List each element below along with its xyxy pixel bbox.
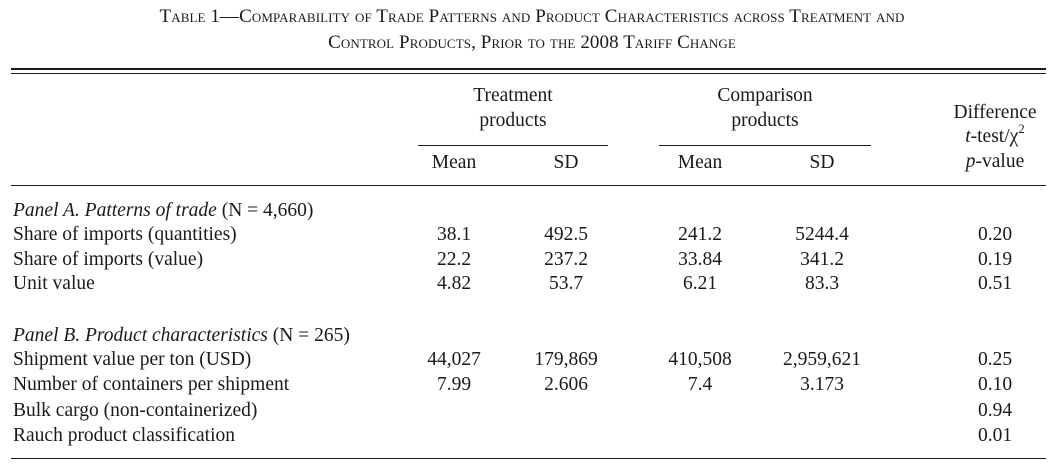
treatment-sd: 53.7 [548, 273, 584, 294]
header-treatment-sd: SD [553, 152, 579, 173]
top-rule-thin [11, 73, 1046, 74]
row-label: Bulk cargo (non-containerized) [13, 400, 258, 421]
p-value: 0.01 [977, 425, 1013, 446]
treatment-underline [418, 145, 608, 146]
p-value: 0.19 [977, 249, 1013, 270]
comparison-mean: 6.21 [682, 273, 718, 294]
comparison-sd: 341.2 [800, 249, 844, 270]
header-treatment-line-2: products [479, 110, 547, 131]
bottom-rule [11, 458, 1046, 459]
treatment-mean: 44,027 [427, 349, 481, 370]
header-comparison-line-2: products [731, 110, 799, 131]
panel-b-title-text: Panel B. Product characteristics [13, 325, 268, 346]
header-difference-line-1: Difference [953, 102, 1037, 123]
panel-a-title: Panel A. Patterns of trade (N = 4,660) [13, 198, 313, 223]
p-value: 0.10 [977, 374, 1013, 395]
header-difference-test: -test/χ [970, 126, 1019, 147]
header-treatment-line-1: Treatment [473, 85, 553, 106]
treatment-sd: 492.5 [544, 224, 588, 245]
treatment-mean: 7.99 [436, 374, 472, 395]
p-value: 0.20 [977, 224, 1013, 245]
treatment-mean: 22.2 [436, 249, 472, 270]
panel-b-n: (N = 265) [272, 325, 350, 346]
comparison-mean: 7.4 [687, 374, 713, 395]
panel-a-title-text: Panel A. Patterns of trade [13, 200, 217, 221]
panel-a-n: (N = 4,660) [221, 200, 314, 221]
header-difference-line-3: p-value [966, 149, 1024, 174]
comparison-underline [659, 145, 871, 146]
comparison-sd: 3.173 [800, 374, 844, 395]
p-value: 0.51 [977, 273, 1013, 294]
row-label: Unit value [13, 273, 95, 294]
treatment-sd: 237.2 [544, 249, 588, 270]
header-comparison-line-1: Comparison [717, 85, 813, 106]
comparison-sd: 2,959,621 [783, 349, 861, 370]
row-label: Rauch product classification [13, 425, 236, 446]
comparison-sd: 5244.4 [795, 224, 849, 245]
p-value: 0.25 [977, 349, 1013, 370]
header-difference-value: -value [975, 151, 1025, 172]
p-value: 0.94 [977, 400, 1013, 421]
caption-line-2: Control Products, Prior to the 2008 Tari… [328, 32, 736, 53]
row-label: Share of imports (value) [13, 249, 204, 270]
header-difference-line-2: t-test/χ2 [965, 120, 1025, 149]
row-label: Share of imports (quantities) [13, 224, 237, 245]
header-difference-sup: 2 [1018, 120, 1025, 136]
header-difference-p: p [965, 151, 976, 172]
header-rule [11, 185, 1046, 186]
header-comparison-mean: Mean [677, 152, 723, 173]
comparison-sd: 83.3 [804, 273, 840, 294]
header-treatment-mean: Mean [431, 152, 477, 173]
caption-line-1: Table 1—Comparability of Trade Patterns … [159, 6, 905, 27]
top-rule-thick [11, 68, 1046, 70]
treatment-mean: 4.82 [436, 273, 472, 294]
comparison-mean: 33.84 [678, 249, 722, 270]
row-label: Shipment value per ton (USD) [13, 349, 252, 370]
panel-b-title: Panel B. Product characteristics (N = 26… [13, 323, 350, 348]
treatment-mean: 38.1 [436, 224, 472, 245]
header-comparison-sd: SD [809, 152, 835, 173]
comparison-mean: 241.2 [678, 224, 722, 245]
treatment-sd: 179,869 [534, 349, 598, 370]
treatment-sd: 2.606 [544, 374, 588, 395]
row-label: Number of containers per shipment [13, 374, 290, 395]
header-difference-t: t [965, 126, 971, 147]
comparison-mean: 410,508 [668, 349, 732, 370]
